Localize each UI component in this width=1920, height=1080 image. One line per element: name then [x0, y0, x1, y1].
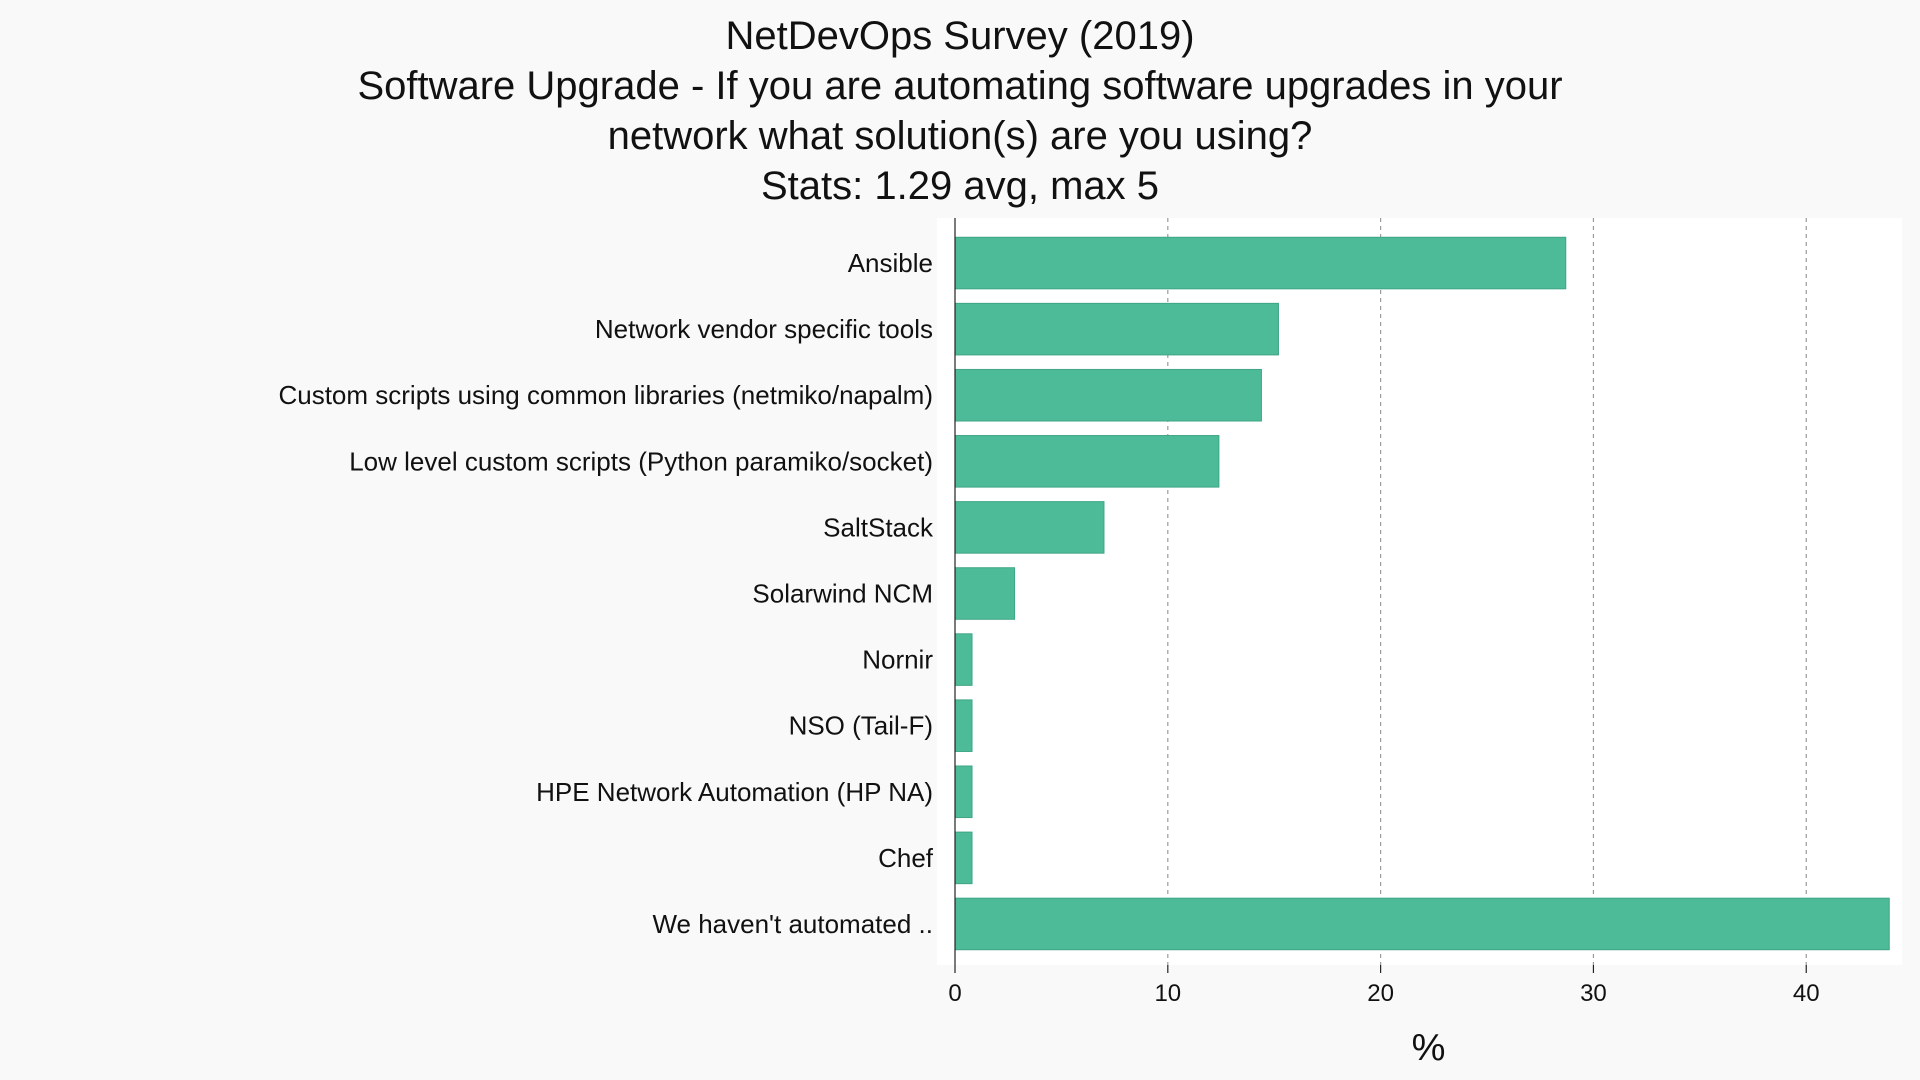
category-label: Chef	[878, 843, 934, 873]
bar	[954, 567, 1016, 620]
category-label: Network vendor specific tools	[595, 314, 933, 344]
x-tick-label: 10	[1154, 980, 1181, 1007]
category-label: Solarwind NCM	[752, 579, 933, 609]
category-label: HPE Network Automation (HP NA)	[536, 777, 933, 807]
bar	[954, 633, 973, 686]
x-tick-label: 0	[948, 980, 961, 1007]
category-label: Ansible	[848, 248, 933, 278]
x-tick-label: 20	[1367, 980, 1394, 1007]
chart-title: NetDevOps Survey (2019)	[725, 14, 1195, 58]
x-tick-label: 40	[1793, 980, 1820, 1007]
bar	[954, 831, 973, 885]
bar	[954, 302, 1279, 356]
chart-stats-line: Stats: 1.29 avg, max 5	[761, 164, 1159, 208]
category-label: NSO (Tail-F)	[789, 711, 933, 741]
x-tick-label: 30	[1580, 980, 1607, 1007]
category-label: SaltStack	[823, 512, 934, 542]
bar	[954, 236, 1567, 290]
bar	[954, 699, 973, 752]
bar	[954, 435, 1220, 488]
x-axis-title: %	[1412, 1027, 1446, 1069]
category-label: Nornir	[862, 645, 933, 675]
bar	[954, 897, 1890, 951]
bar	[954, 368, 1262, 422]
bar	[954, 765, 973, 819]
chart-subtitle-question-line-1: Software Upgrade - If you are automating…	[357, 64, 1563, 108]
category-label: Custom scripts using common libraries (n…	[278, 380, 933, 410]
category-label: Low level custom scripts (Python paramik…	[349, 446, 933, 476]
chart-subtitle-question-line-2: network what solution(s) are you using?	[607, 114, 1313, 158]
bar	[954, 501, 1105, 554]
category-label: We haven't automated ..	[652, 909, 933, 939]
